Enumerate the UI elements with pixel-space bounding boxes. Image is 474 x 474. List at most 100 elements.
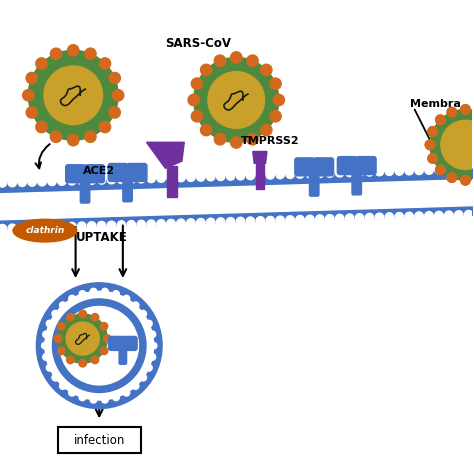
Circle shape [85,131,96,142]
Circle shape [44,66,102,125]
Circle shape [28,50,118,140]
Circle shape [246,171,255,180]
FancyBboxPatch shape [123,175,132,202]
Circle shape [50,131,62,142]
Circle shape [36,283,162,409]
Circle shape [53,299,146,392]
FancyBboxPatch shape [80,177,90,203]
Circle shape [230,52,242,63]
Circle shape [441,120,474,169]
Circle shape [167,173,175,182]
Circle shape [365,213,374,222]
Circle shape [191,110,202,122]
Circle shape [157,219,165,228]
Circle shape [436,165,445,174]
Circle shape [296,170,304,178]
Circle shape [43,331,49,337]
Circle shape [8,178,17,187]
Circle shape [147,174,155,182]
Circle shape [107,175,116,184]
Circle shape [217,172,225,181]
FancyBboxPatch shape [295,158,315,176]
Circle shape [326,215,334,223]
Circle shape [87,176,96,184]
Circle shape [461,105,470,114]
Circle shape [55,335,62,342]
Circle shape [436,115,445,125]
Circle shape [146,320,152,327]
Circle shape [137,174,146,183]
Circle shape [60,383,66,389]
Circle shape [79,359,86,367]
Circle shape [435,211,443,220]
Text: clathrin: clathrin [25,226,64,235]
FancyBboxPatch shape [109,337,124,350]
Circle shape [149,354,155,360]
Circle shape [385,167,393,175]
Circle shape [26,73,37,84]
FancyBboxPatch shape [66,165,85,182]
Circle shape [276,170,284,179]
Circle shape [346,168,354,177]
Circle shape [58,177,66,185]
Circle shape [395,167,403,175]
Circle shape [87,222,96,230]
FancyBboxPatch shape [337,156,357,174]
Circle shape [100,58,110,69]
Circle shape [435,165,443,174]
Circle shape [447,108,456,117]
Circle shape [140,374,146,381]
Circle shape [194,57,279,143]
Circle shape [46,365,53,371]
Circle shape [316,169,324,178]
Text: Membra: Membra [410,99,461,109]
Circle shape [8,224,17,233]
FancyBboxPatch shape [356,156,376,174]
Circle shape [395,212,403,221]
Circle shape [461,175,470,185]
Circle shape [273,94,284,106]
Circle shape [140,310,146,317]
Circle shape [36,58,47,69]
Circle shape [445,211,453,219]
Circle shape [69,390,75,396]
Circle shape [113,291,119,297]
FancyBboxPatch shape [314,158,334,176]
Circle shape [67,313,74,321]
Circle shape [256,171,264,179]
Circle shape [85,48,96,59]
Circle shape [336,214,344,223]
Text: SARS-CoV: SARS-CoV [165,37,231,50]
Circle shape [103,335,111,342]
Circle shape [286,216,294,224]
Circle shape [270,78,281,90]
Circle shape [436,165,445,174]
Circle shape [197,219,205,227]
Circle shape [132,302,139,309]
Circle shape [79,291,86,297]
Circle shape [58,347,65,355]
Circle shape [430,109,474,180]
Circle shape [123,295,130,302]
Polygon shape [253,152,267,163]
Text: ACE2: ACE2 [83,166,115,176]
Circle shape [261,124,272,136]
Circle shape [112,90,124,101]
Circle shape [246,217,255,226]
Bar [256,161,264,189]
Circle shape [109,73,120,84]
Circle shape [0,224,7,233]
Circle shape [428,127,438,136]
Circle shape [58,314,107,363]
Circle shape [207,218,215,227]
Circle shape [296,216,304,224]
Circle shape [132,383,139,389]
Circle shape [150,342,157,349]
Circle shape [52,374,59,381]
Circle shape [50,48,62,59]
Circle shape [425,166,433,174]
Circle shape [236,217,245,226]
Text: infection: infection [73,434,125,447]
Circle shape [18,224,27,232]
Circle shape [276,216,284,225]
